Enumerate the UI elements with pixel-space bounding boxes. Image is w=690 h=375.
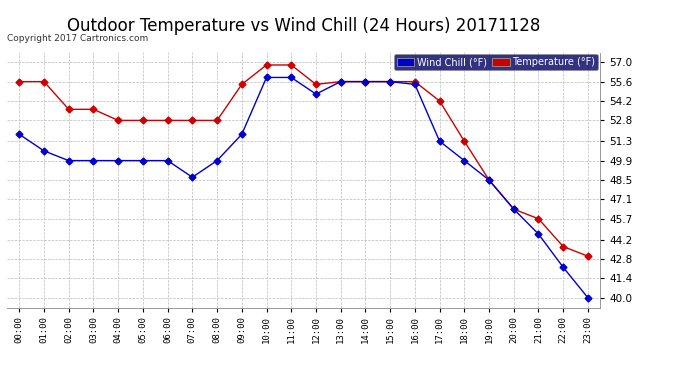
Text: Outdoor Temperature vs Wind Chill (24 Hours) 20171128: Outdoor Temperature vs Wind Chill (24 Ho… <box>67 17 540 35</box>
Legend: Wind Chill (°F), Temperature (°F): Wind Chill (°F), Temperature (°F) <box>394 54 598 70</box>
Text: Copyright 2017 Cartronics.com: Copyright 2017 Cartronics.com <box>7 34 148 43</box>
